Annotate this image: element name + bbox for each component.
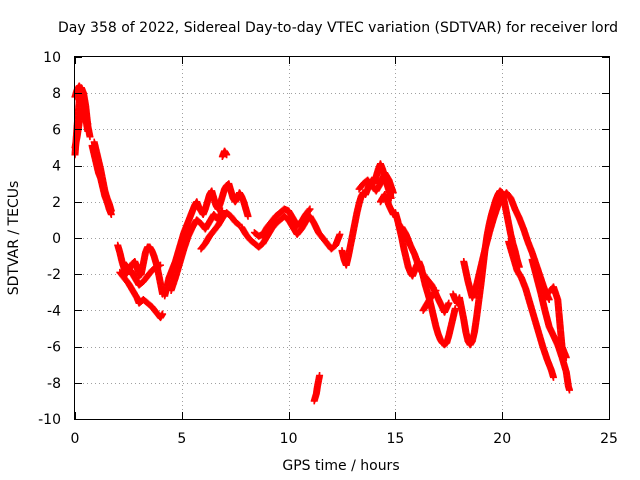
y-tick-label: 4	[52, 159, 61, 175]
series-track	[545, 283, 570, 361]
chart-title: Day 358 of 2022, Sidereal Day-to-day VTE…	[58, 20, 618, 36]
series-track	[505, 238, 557, 381]
series-track	[90, 138, 115, 215]
data-point	[451, 305, 459, 313]
series-track	[250, 205, 314, 240]
data-series	[71, 82, 573, 405]
series-track	[238, 212, 344, 253]
y-tick-label: 0	[52, 231, 61, 247]
data-point	[306, 205, 314, 213]
data-point	[431, 288, 439, 296]
data-point	[545, 296, 553, 304]
y-tick-label: 2	[52, 195, 61, 211]
axis-ticks	[75, 57, 610, 420]
x-axis-label: GPS time / hours	[282, 458, 399, 474]
series-track	[116, 268, 167, 322]
data-point	[305, 206, 313, 214]
series-track	[197, 209, 243, 253]
y-tick-label: 10	[43, 50, 61, 66]
series-track	[71, 105, 92, 151]
x-tick-label: 15	[386, 431, 404, 447]
series-track	[528, 256, 573, 394]
y-tick-labels: -10 -8 -6 -4 -2 0 2 4 6 8 10	[38, 50, 61, 428]
x-tick-label: 10	[280, 431, 298, 447]
x-tick-labels: 0 5 10 15 20 25	[71, 431, 618, 447]
data-point	[336, 230, 344, 238]
y-tick-label: -10	[38, 412, 61, 428]
series-track	[114, 241, 167, 298]
data-point	[316, 372, 324, 380]
y-tick-label: -6	[47, 340, 61, 356]
x-tick-label: 0	[71, 431, 80, 447]
data-point	[159, 310, 167, 318]
data-point	[389, 189, 397, 197]
data-point	[244, 212, 252, 220]
y-tick-label: -8	[47, 376, 61, 392]
data-point	[562, 353, 570, 361]
y-tick-label: -2	[47, 267, 61, 283]
x-tick-label: 20	[493, 431, 511, 447]
y-tick-label: -4	[47, 303, 61, 319]
data-point	[223, 151, 231, 159]
data-point	[156, 261, 164, 269]
data-point	[86, 133, 94, 141]
plot-frame	[74, 56, 610, 420]
data-point	[84, 120, 92, 128]
y-tick-label: 8	[52, 86, 61, 102]
x-tick-label: 5	[177, 431, 186, 447]
series-track	[310, 372, 324, 405]
series-track	[419, 286, 440, 314]
series-track	[460, 189, 553, 304]
data-point	[84, 127, 92, 135]
data-point	[107, 207, 115, 215]
x-tick-label: 25	[600, 431, 618, 447]
series-track	[218, 147, 231, 161]
data-point	[432, 286, 440, 294]
data-point	[549, 373, 557, 381]
data-point	[445, 299, 453, 307]
y-tick-label: 6	[52, 122, 61, 138]
data-point	[565, 386, 573, 394]
series-track	[161, 180, 252, 300]
series-track	[122, 261, 164, 289]
y-axis-label: SDTVAR / TECUs	[6, 181, 22, 296]
series-track	[355, 169, 397, 197]
series-track	[398, 223, 453, 316]
